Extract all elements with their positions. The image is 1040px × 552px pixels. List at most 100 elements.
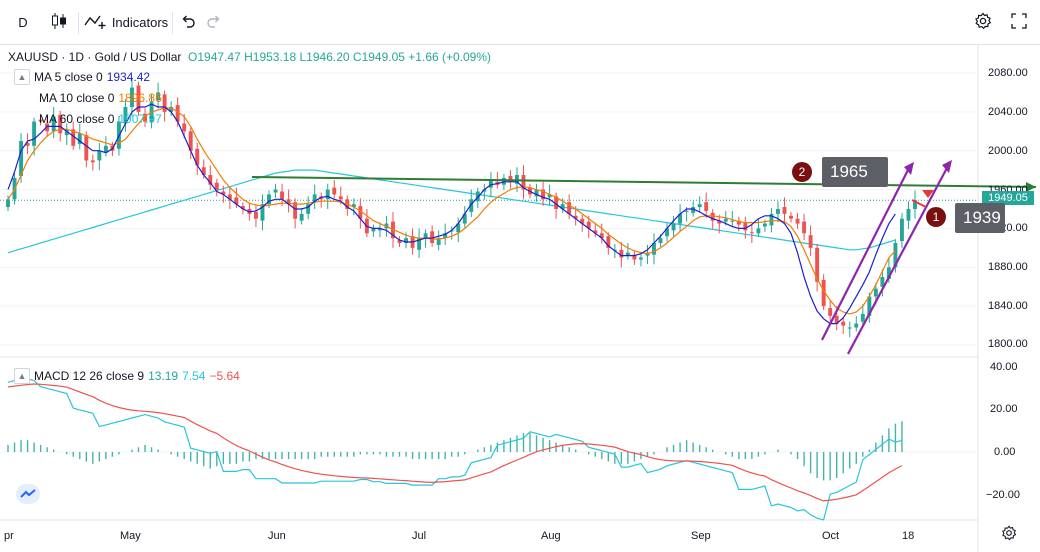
macd-axis-label: 40.00 xyxy=(990,361,1018,373)
symbol-legend: XAUUSD · 1D · Gold / US Dollar O1947.47 … xyxy=(8,50,491,64)
candle-body xyxy=(280,191,285,200)
candle-body xyxy=(515,175,519,184)
red-up-arrow xyxy=(922,190,934,198)
candle-body xyxy=(880,277,885,287)
indicator-ma60[interactable]: MA 60 close 0 1907.97 xyxy=(39,109,162,129)
annotation-label-1939[interactable]: 1939 xyxy=(955,203,1005,233)
channel-arrowhead xyxy=(942,160,952,173)
candle-body xyxy=(293,202,298,219)
candle-body xyxy=(678,213,683,224)
candle-body xyxy=(776,209,780,214)
candle-body xyxy=(214,182,219,190)
indicator-ma5[interactable]: ▲ MA 5 close 0 1934.42 xyxy=(14,67,150,87)
indicators-icon xyxy=(84,12,106,33)
candle-body xyxy=(828,308,833,316)
candle-body xyxy=(397,240,402,243)
candle-body xyxy=(684,210,689,212)
candle-body xyxy=(90,160,95,163)
symbol-title: XAUUSD · 1D · Gold / US Dollar xyxy=(8,50,182,64)
ma60-line-layer xyxy=(7,169,896,254)
redo-button[interactable] xyxy=(202,8,226,36)
interval-button[interactable]: D xyxy=(8,8,38,36)
macd-signal-line xyxy=(7,383,903,502)
candle-body xyxy=(782,207,787,214)
candle-body xyxy=(221,191,226,195)
candle-body xyxy=(899,218,904,242)
candle-body xyxy=(580,218,585,224)
candle-body xyxy=(469,199,474,212)
time-axis-label: Jun xyxy=(268,530,286,542)
fullscreen-button[interactable] xyxy=(1006,8,1032,36)
price-axis-label: 1840.00 xyxy=(988,300,1028,312)
undo-button[interactable] xyxy=(176,8,200,36)
candle-body xyxy=(306,204,311,214)
candle-body xyxy=(638,257,643,260)
ma10-label: MA 10 close 0 xyxy=(39,91,115,105)
candle-body xyxy=(299,213,304,221)
candle-body xyxy=(201,167,206,175)
candle-body xyxy=(84,135,89,161)
tradingview-logo-icon[interactable] xyxy=(14,482,42,506)
candle-body xyxy=(182,123,187,132)
candle-body xyxy=(488,179,493,188)
candle-body xyxy=(143,113,147,122)
fullscreen-icon xyxy=(1010,12,1028,33)
annotation-marker-2[interactable]: 2 xyxy=(792,162,812,182)
candle-body xyxy=(51,116,56,132)
candle-body xyxy=(417,238,422,250)
drawing-tools[interactable] xyxy=(251,160,1037,355)
candle-body xyxy=(717,220,722,224)
settings-button[interactable] xyxy=(970,8,996,36)
candle-body xyxy=(554,196,559,209)
candle-body xyxy=(691,207,696,213)
candle-body xyxy=(808,235,813,248)
undo-icon xyxy=(180,13,196,32)
indicators-button[interactable]: Indicators xyxy=(82,8,170,36)
candle-body xyxy=(521,175,526,190)
time-axis-label: Oct xyxy=(822,530,840,542)
candle-body xyxy=(756,228,761,234)
candle-body xyxy=(253,211,258,219)
candle-body xyxy=(38,119,43,122)
candle-body xyxy=(195,148,200,166)
candle-body xyxy=(541,189,546,200)
candle-body xyxy=(58,114,63,134)
macd-label: MACD 12 26 close 9 xyxy=(34,369,145,383)
candle-body xyxy=(795,218,800,224)
candle-body xyxy=(286,199,291,205)
channel-line-lower xyxy=(847,165,949,355)
candle-body xyxy=(430,231,435,243)
collapse-chevron-icon[interactable]: ▲ xyxy=(14,69,30,85)
candle-body xyxy=(482,189,487,192)
channel-arrowhead xyxy=(904,162,914,175)
ma5-value: 1934.42 xyxy=(106,70,151,84)
candle-body xyxy=(130,87,134,107)
collapse-chevron-icon[interactable]: ▲ xyxy=(14,368,30,384)
candle-body xyxy=(371,228,376,232)
price-chart[interactable] xyxy=(0,44,1040,552)
candle-body xyxy=(97,150,102,161)
candle-body xyxy=(267,194,271,205)
candle-body xyxy=(136,85,141,112)
price-axis-label: 2000.00 xyxy=(988,145,1028,157)
candle-body xyxy=(338,196,343,200)
chart-type-button[interactable] xyxy=(42,8,76,36)
candle-body xyxy=(227,194,232,200)
annotation-marker-1[interactable]: 1 xyxy=(926,207,946,227)
price-axis-label: 1800.00 xyxy=(988,338,1028,350)
candle-body xyxy=(847,327,852,329)
candle-body xyxy=(886,267,891,279)
candle-body xyxy=(867,296,872,316)
annotation-label-1965[interactable]: 1965 xyxy=(822,157,888,187)
candle-body xyxy=(599,233,604,239)
axis-settings-button[interactable] xyxy=(998,524,1020,546)
ma60-label: MA 60 close 0 xyxy=(39,112,115,126)
candle-body xyxy=(332,187,337,195)
candle-body xyxy=(619,249,624,258)
indicator-ma10[interactable]: MA 10 close 0 1896.86 xyxy=(39,88,162,108)
indicator-macd[interactable]: ▲ MACD 12 26 close 9 13.19 7.54 −5.64 xyxy=(14,366,240,386)
candle-body xyxy=(821,279,826,307)
price-axis-label: 2040.00 xyxy=(988,106,1028,118)
candle-body xyxy=(769,213,774,226)
redo-icon xyxy=(206,13,222,32)
